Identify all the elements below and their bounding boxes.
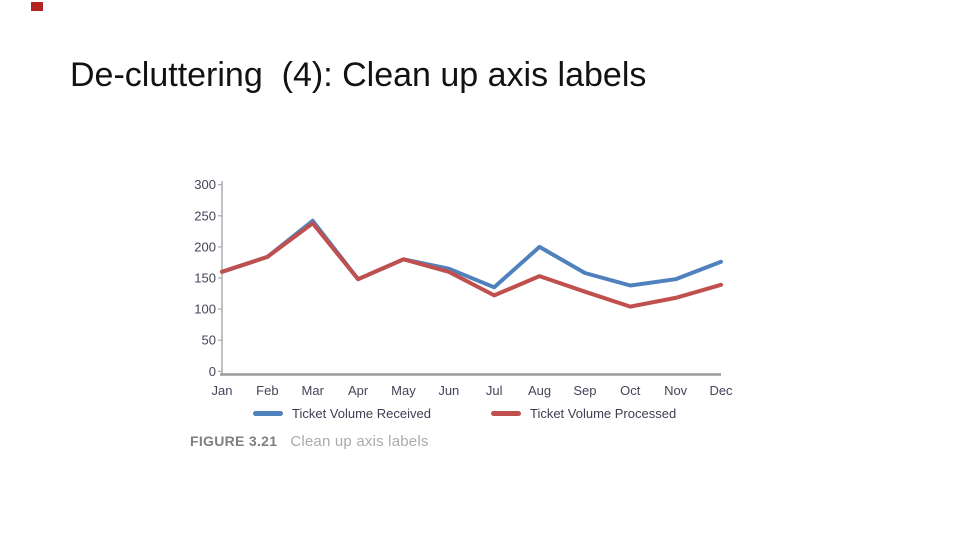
legend-item-ticket-volume-received: Ticket Volume Received — [253, 406, 431, 421]
x-axis-tick-label: Oct — [620, 383, 641, 398]
x-axis-tick-label: Feb — [256, 383, 278, 398]
y-axis-tick-label: 300 — [194, 177, 216, 192]
slide-title: De-cluttering (4): Clean up axis labels — [70, 56, 647, 94]
x-axis-tick-label: Jun — [438, 383, 459, 398]
legend-label: Ticket Volume Received — [292, 406, 431, 421]
x-axis-tick-label: Apr — [348, 383, 369, 398]
legend-swatch — [253, 411, 283, 416]
y-axis-tick-label: 150 — [194, 271, 216, 286]
legend-label: Ticket Volume Processed — [529, 406, 677, 421]
x-axis-tick-label: Mar — [302, 383, 325, 398]
legend-swatch — [490, 411, 521, 416]
x-axis-tick-label: Sep — [573, 383, 596, 398]
line-chart: 0 50 100 150 200 250 300 Jan Feb Mar Apr May Jun Jul A… — [194, 177, 733, 398]
x-axis-tick-label: Aug — [528, 383, 551, 398]
figure-caption-label: FIGURE 3.21 — [190, 433, 278, 449]
y-axis-tick-label: 0 — [209, 364, 216, 379]
series-line-ticket-volume-processed — [220, 221, 723, 309]
chart-figure: 0 50 100 150 200 250 300 Jan Feb Mar Apr May Jun Jul A… — [185, 150, 755, 460]
slide-red-marker — [31, 2, 43, 11]
x-axis-tick-label: Nov — [664, 383, 688, 398]
x-axis-tick-label: Jan — [212, 383, 233, 398]
y-axis-tick-label: 50 — [202, 333, 216, 348]
x-axis-tick-label: May — [391, 383, 416, 398]
y-axis-tick-label: 100 — [194, 302, 216, 317]
chart-legend: Ticket Volume Received Ticket Volume Proc… — [253, 406, 676, 421]
x-axis-tick-label: Dec — [709, 383, 733, 398]
y-axis-tick-label: 250 — [194, 208, 216, 223]
figure-caption: FIGURE 3.21 Clean up axis labels — [190, 433, 429, 450]
series-line-ticket-volume-received — [220, 218, 723, 290]
x-axis-tick-label: Jul — [486, 383, 503, 398]
figure-caption-text: Clean up axis labels — [290, 433, 429, 450]
y-axis-tick-label: 200 — [194, 239, 216, 254]
legend-item-ticket-volume-processed: Ticket Volume Processed — [490, 406, 677, 421]
